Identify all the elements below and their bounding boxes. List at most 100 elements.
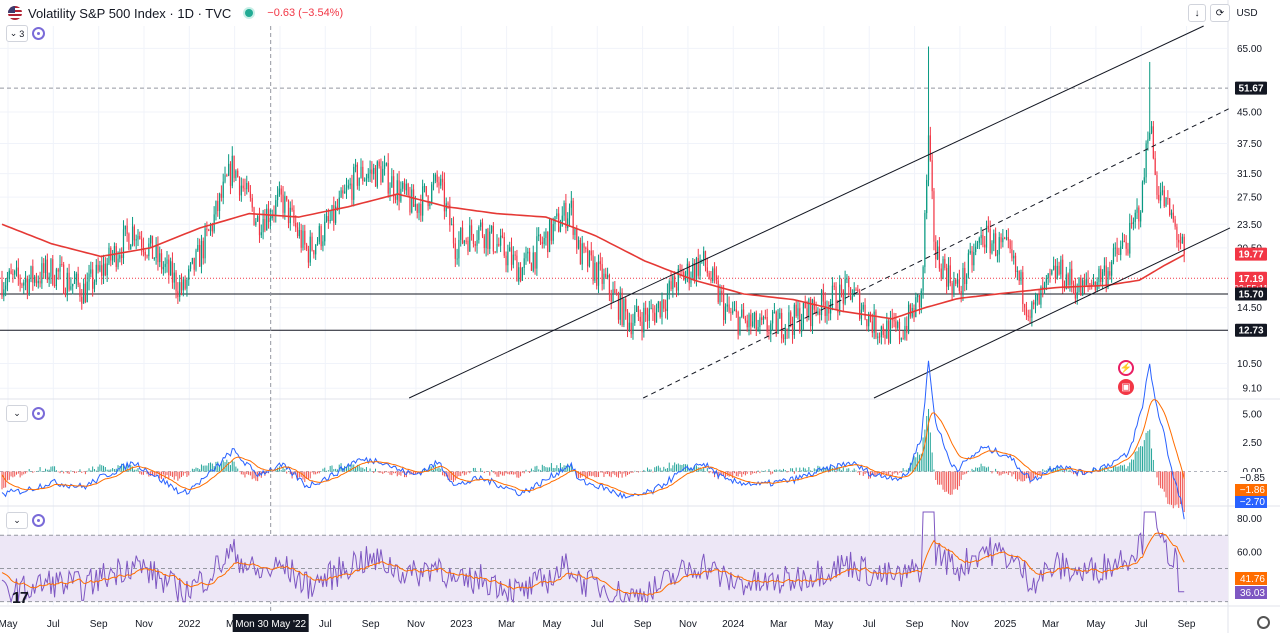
macd-bar <box>324 467 326 472</box>
macd-pane-controls[interactable]: ⌄ <box>6 405 45 422</box>
macd-bar <box>360 467 362 472</box>
macd-bar <box>929 432 931 472</box>
macd-bar <box>21 471 23 476</box>
refresh-button[interactable]: ⟳ <box>1210 4 1230 22</box>
candle-body <box>351 183 353 200</box>
candle-body <box>1178 239 1180 243</box>
sync-icon[interactable] <box>32 407 45 420</box>
macd-bar <box>976 467 978 472</box>
candle-body <box>1045 278 1047 283</box>
macd-bar <box>1114 466 1116 472</box>
macd-bar <box>677 463 679 472</box>
macd-bar <box>199 469 201 472</box>
candle-body <box>552 223 554 241</box>
macd-bar <box>1134 451 1136 472</box>
macd-bar <box>949 471 951 495</box>
candle-body <box>538 234 540 237</box>
macd-bar <box>824 468 826 472</box>
macd-bar <box>610 471 612 478</box>
settings-gear-icon[interactable] <box>1257 616 1270 629</box>
candle-body <box>670 281 672 290</box>
candle-body <box>1149 132 1151 140</box>
candle-body <box>995 233 997 256</box>
candle-body <box>26 278 28 295</box>
macd-bar <box>532 470 534 472</box>
candle-body <box>211 225 213 232</box>
symbol-title[interactable]: Volatility S&P 500 Index · 1D · TVC <box>28 5 232 21</box>
indicators-toggle[interactable]: ⌄ 3 <box>6 25 45 42</box>
candle-body <box>425 186 427 196</box>
x-tick-label: Mar <box>498 619 516 630</box>
candle-body <box>565 202 567 229</box>
candle-body <box>606 275 609 278</box>
candle-body <box>126 225 128 234</box>
macd-bar <box>991 471 993 474</box>
candle-body <box>822 290 824 302</box>
candle-body <box>300 230 302 248</box>
x-tick-label: Nov <box>407 619 425 630</box>
price-label-text: 51.67 <box>1238 84 1263 95</box>
candle-body <box>536 236 538 269</box>
candle-body <box>1176 226 1178 240</box>
tradingview-logo[interactable]: 17 <box>12 590 29 607</box>
sync-icon[interactable] <box>32 514 45 527</box>
candle-body <box>137 235 139 240</box>
candle-body <box>416 204 418 213</box>
candle-body <box>461 227 464 244</box>
macd-bar <box>166 471 168 476</box>
macd-bar <box>375 468 377 472</box>
macd-bar <box>1044 470 1046 472</box>
x-tick-label: 2024 <box>722 619 745 630</box>
candle-body <box>802 302 805 324</box>
candle-body <box>1121 240 1124 247</box>
candle-body <box>993 233 995 244</box>
macd-tick-label: 5.00 <box>1243 409 1263 420</box>
market-status-icon[interactable] <box>245 9 254 17</box>
candle-body <box>913 307 915 318</box>
macd-bar <box>779 469 781 472</box>
candle-body <box>632 322 634 335</box>
collapse-button[interactable]: ⌄ 3 <box>6 25 28 42</box>
candle-body <box>1100 268 1102 283</box>
candle-body <box>980 234 982 239</box>
indicator-count: 3 <box>19 28 25 39</box>
macd-bar <box>576 471 578 479</box>
macd-bar <box>1045 470 1047 472</box>
macd-bar <box>534 466 536 472</box>
macd-bar <box>492 471 494 473</box>
macd-bar <box>271 471 273 473</box>
collapse-button-rsi[interactable]: ⌄ <box>6 512 28 529</box>
candle-body <box>409 195 411 213</box>
macd-bar <box>501 471 503 476</box>
download-button[interactable]: ↓ <box>1188 4 1206 22</box>
macd-bar <box>1062 470 1064 472</box>
sync-icon[interactable] <box>32 27 45 40</box>
collapse-button-macd[interactable]: ⌄ <box>6 405 28 422</box>
currency-button[interactable]: USD <box>1233 4 1261 22</box>
candle-body <box>612 289 614 302</box>
macd-bar <box>982 466 984 472</box>
candle-body <box>418 203 420 213</box>
x-tick-label: 2022 <box>178 619 201 630</box>
macd-bar <box>632 471 634 473</box>
macd-bar <box>248 471 250 475</box>
flag-event-icon[interactable]: ▣ <box>1118 379 1134 395</box>
rsi-pane-controls[interactable]: ⌄ <box>6 512 45 529</box>
candle-body <box>906 325 908 333</box>
candle-body <box>389 187 391 194</box>
candle-body <box>768 331 770 335</box>
candle-body <box>708 272 710 279</box>
candle-body <box>924 213 926 267</box>
macd-bar <box>744 471 746 476</box>
macd-bar <box>657 465 659 472</box>
candle-body <box>525 253 527 259</box>
lightning-icon[interactable]: ⚡ <box>1118 360 1134 376</box>
macd-bar <box>496 471 498 477</box>
macd-bar <box>1 471 3 490</box>
macd-bar <box>462 471 464 474</box>
candle-body <box>942 258 944 279</box>
macd-bar <box>946 471 948 492</box>
rsi-value-bg <box>1235 586 1267 599</box>
candle-body <box>460 227 462 240</box>
